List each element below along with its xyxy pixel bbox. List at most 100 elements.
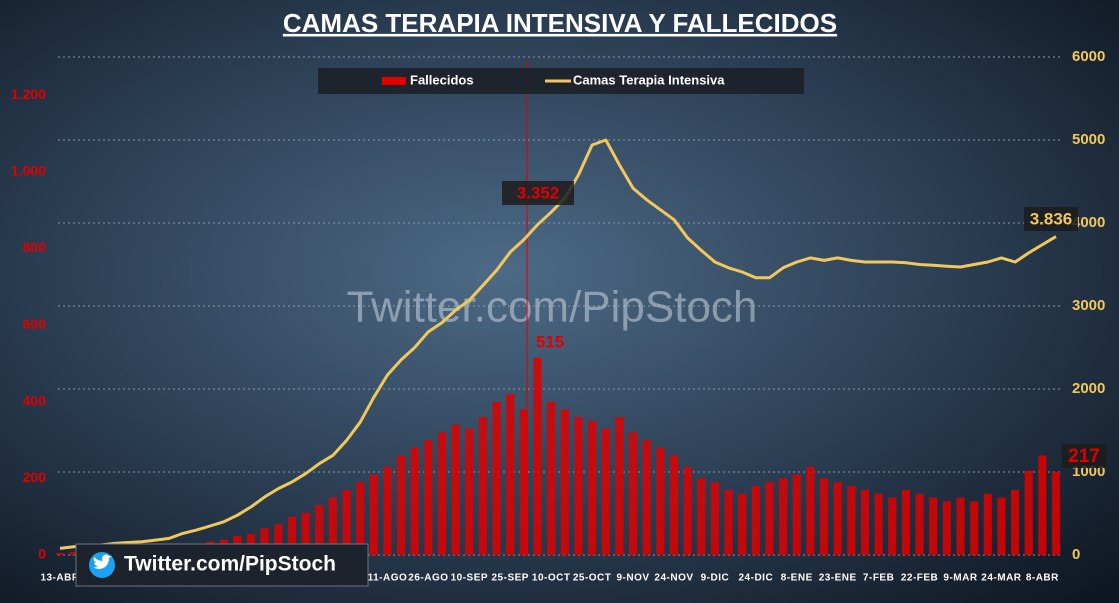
y2-tick-label: 3000 [1072,297,1105,314]
bar [287,516,297,555]
x-tick-label: 8-ABR [1026,573,1059,584]
bar [601,428,610,555]
bar [983,493,992,555]
x-tick-label: 24-MAR [981,573,1022,584]
bar [588,420,597,555]
x-tick-label: 10-OCT [532,573,571,584]
bar [792,474,801,555]
x-tick-label: 10-SEP [451,573,488,584]
x-tick-label: 9-NOV [617,573,650,584]
bar [874,493,883,555]
annotation-box [1024,207,1078,231]
x-tick-label: 9-DIC [701,573,730,584]
bar [1038,455,1047,555]
bar [765,482,774,555]
y2-tick-label: 4000 [1072,214,1105,231]
y2-tick-label: 6000 [1072,48,1105,65]
bar [710,482,719,555]
bar [860,489,870,555]
bar [547,401,556,555]
annotations: 3.352 515 3.836 217 [502,181,1106,468]
legend-label: Fallecidos [410,72,474,87]
y-tick-label: 1.200 [11,86,46,102]
bar [997,497,1006,555]
bar [519,409,528,555]
bar [383,466,392,555]
x-tick-label: 7-FEB [863,573,894,584]
bar [1051,471,1061,555]
legend: Fallecidos Camas Terapia Intensiva [382,72,725,87]
watermark: Twitter.com/PipStoch [347,283,758,332]
footer-text: Twitter.com/PipStoch [124,553,336,576]
x-tick-label: 8-ENE [781,573,813,584]
annotation: 3.352 [517,183,560,202]
bar [478,417,488,555]
bar [697,478,706,555]
annotation-box [502,181,574,205]
bar [465,428,474,555]
bar [574,417,583,555]
annotation: 217 [1068,446,1100,467]
y-tick-label: 0 [38,546,46,562]
y-tick-label: 400 [23,392,47,408]
bar [642,440,651,555]
bar [615,417,624,555]
bar [397,455,406,555]
bar [970,501,979,555]
x-tick-label: 25-SEP [492,573,529,584]
annotation: 515 [536,332,564,351]
bar [274,524,283,555]
annotation-box [1062,444,1106,468]
bar [929,497,938,555]
x-tick-label: 25-OCT [573,573,612,584]
y2-tick-label: 5000 [1072,131,1105,148]
bars [55,357,1061,555]
bar [779,478,788,555]
y-tick-label: 600 [23,316,47,332]
y-tick-label: 200 [23,469,47,485]
bar [888,497,897,555]
bar [819,478,829,555]
x-tick-label: 11-AGO [368,573,408,584]
bar [724,489,733,555]
bar [656,447,665,555]
bar [669,455,679,555]
x-tick-label: 24-NOV [654,573,693,584]
bar [410,447,419,555]
lines [59,138,1057,550]
bar [956,497,965,555]
bar [1010,489,1020,555]
y2-tick-label: 0 [1072,546,1080,563]
y2-tick-label: 2000 [1072,380,1105,397]
bar [369,474,378,555]
chart-title: CAMAS TERAPIA INTENSIVA Y FALLECIDOS [283,8,837,38]
bar [437,432,447,555]
bar [847,486,856,555]
bar [69,551,78,555]
bar [533,357,542,555]
x-tick-label: 13-ABR [40,573,79,584]
bar [833,482,842,555]
x-tick-label: 24-DIC [738,573,773,584]
bar [451,424,460,555]
bar [55,553,65,555]
y-tick-label: 800 [23,239,47,255]
footer-box [75,543,369,587]
twitter-bird [93,554,112,569]
bar [301,512,310,555]
line [59,138,1057,550]
bar [424,440,433,555]
bar [738,493,747,555]
annotation: 3.836 [1030,209,1073,228]
bar [315,505,324,555]
bar [683,466,692,555]
x-tick-label: 23-ENE [819,573,857,584]
y-tick-label: 1.000 [11,163,46,179]
bar [342,489,351,555]
bar [328,497,337,555]
bar [915,493,924,555]
bar [1024,470,1033,555]
bar [751,486,760,555]
bar [560,409,569,555]
